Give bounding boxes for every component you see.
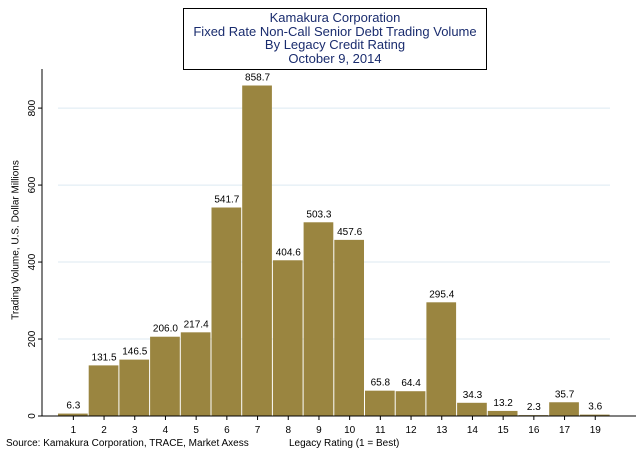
x-tick-label: 11 [375,425,386,436]
bar-value-label: 64.4 [401,378,421,389]
chart-title: Kamakura Corporation Fixed Rate Non-Call… [183,8,487,70]
y-tick-label: 0 [27,413,38,419]
x-tick-label: 10 [344,425,356,436]
bar-value-label: 858.7 [245,73,270,84]
bar-value-label: 2.3 [527,402,541,413]
bars [58,85,610,416]
bar [242,85,272,416]
bar [180,332,211,416]
bar [365,390,395,416]
bar-value-label: 404.6 [276,247,301,258]
x-axis: 1 2 3 4 5 6 7 8 9 10 11 12 13 14 15 16 17 19 [42,415,636,436]
bar [579,414,610,416]
x-axis-label: Legacy Rating (1 = Best) [289,438,400,449]
y-tick-label: 200 [27,330,38,347]
x-tick-label: 2 [101,425,107,436]
title-line-2: Fixed Rate Non-Call Senior Debt Trading … [193,23,477,39]
bar-value-label: 541.7 [214,195,239,206]
bar-value-label: 131.5 [92,352,117,363]
bar [150,336,180,416]
bar [58,413,88,416]
bar-value-label: 295.4 [429,289,454,300]
title-line-4: October 9, 2014 [288,50,382,66]
bar [303,222,334,416]
x-tick-label: 6 [224,425,230,436]
x-tick-label: 15 [498,425,510,436]
bar-value-label: 206.0 [153,324,178,335]
bar-value-label: 3.6 [588,402,602,413]
bar-value-label: 146.5 [122,347,147,358]
x-tick-label: 5 [193,425,199,436]
x-tick-label: 12 [405,425,417,436]
x-tick-label: 9 [316,425,322,436]
bar-value-label: 65.8 [371,378,391,389]
bar [119,359,150,416]
title-line-3: By Legacy Credit Rating [264,37,406,52]
x-tick-label: 16 [528,425,540,436]
bar-value-label: 217.4 [184,319,209,330]
bar-value-label: 6.3 [66,401,80,412]
bar [457,402,487,416]
bar [272,260,303,416]
source-note: Source: Kamakura Corporation, TRACE, Mar… [6,438,249,449]
bar [88,365,119,416]
title-line-1: Kamakura Corporation [269,10,401,25]
bar [426,302,457,416]
x-tick-label: 7 [255,425,261,436]
y-tick-label: 600 [27,176,38,193]
bar [334,239,364,416]
bar [211,207,242,416]
x-tick-label: 1 [71,425,77,436]
bar-value-label: 13.2 [493,398,513,409]
x-tick-label: 19 [590,425,602,436]
y-tick-label: 400 [27,253,38,270]
x-tick-label: 13 [436,425,448,436]
x-tick-label: 3 [132,425,138,436]
bar [549,402,579,416]
x-tick-label: 17 [559,425,571,436]
bar-value-label: 34.3 [463,390,483,401]
y-tick-label: 800 [27,99,38,116]
bar-value-label: 35.7 [555,389,575,400]
y-axis-label: Trading Volume, U.S. Dollar Millions [10,160,22,320]
bar-value-label: 457.6 [337,227,362,238]
y-axis: 0 200 400 600 800 [27,69,43,419]
grid [58,107,610,340]
x-tick-label: 14 [467,425,479,436]
value-labels: 6.3 131.5 146.5 206.0 217.4 541.7 858.7 404.6 50… [66,73,602,414]
bar-value-label: 503.3 [306,209,331,220]
x-tick-label: 8 [285,425,291,436]
bar [487,410,518,416]
x-tick-label: 4 [163,425,169,436]
bar [395,391,426,416]
